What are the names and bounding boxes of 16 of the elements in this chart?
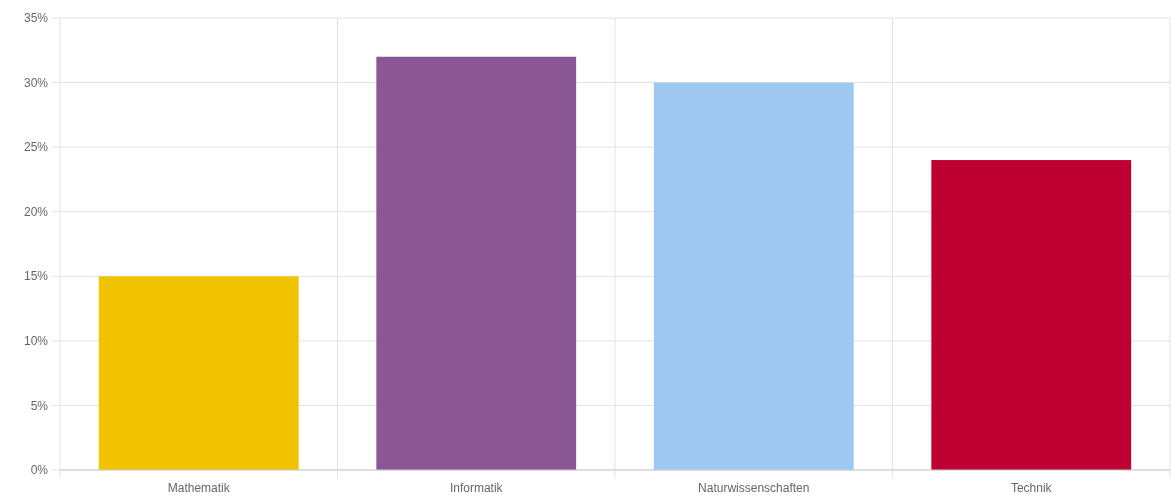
y-tick-label: 25% — [23, 140, 49, 155]
x-tick-label: Mathematik — [167, 481, 231, 495]
y-tick-label: 0% — [30, 463, 49, 478]
y-tick-label: 15% — [23, 269, 49, 284]
y-tick-label: 20% — [23, 204, 49, 219]
bar — [653, 82, 854, 470]
bar — [931, 160, 1132, 470]
bar — [376, 56, 577, 470]
x-tick-label: Naturwissenschaften — [698, 481, 810, 495]
x-tick-label: Technik — [1010, 481, 1053, 495]
x-tick-label: Informatik — [449, 481, 504, 495]
bar — [98, 276, 299, 470]
y-tick-label: 30% — [23, 75, 49, 90]
y-tick-label: 35% — [23, 11, 49, 26]
y-tick-label: 5% — [30, 398, 49, 413]
y-tick-label: 10% — [23, 334, 49, 349]
